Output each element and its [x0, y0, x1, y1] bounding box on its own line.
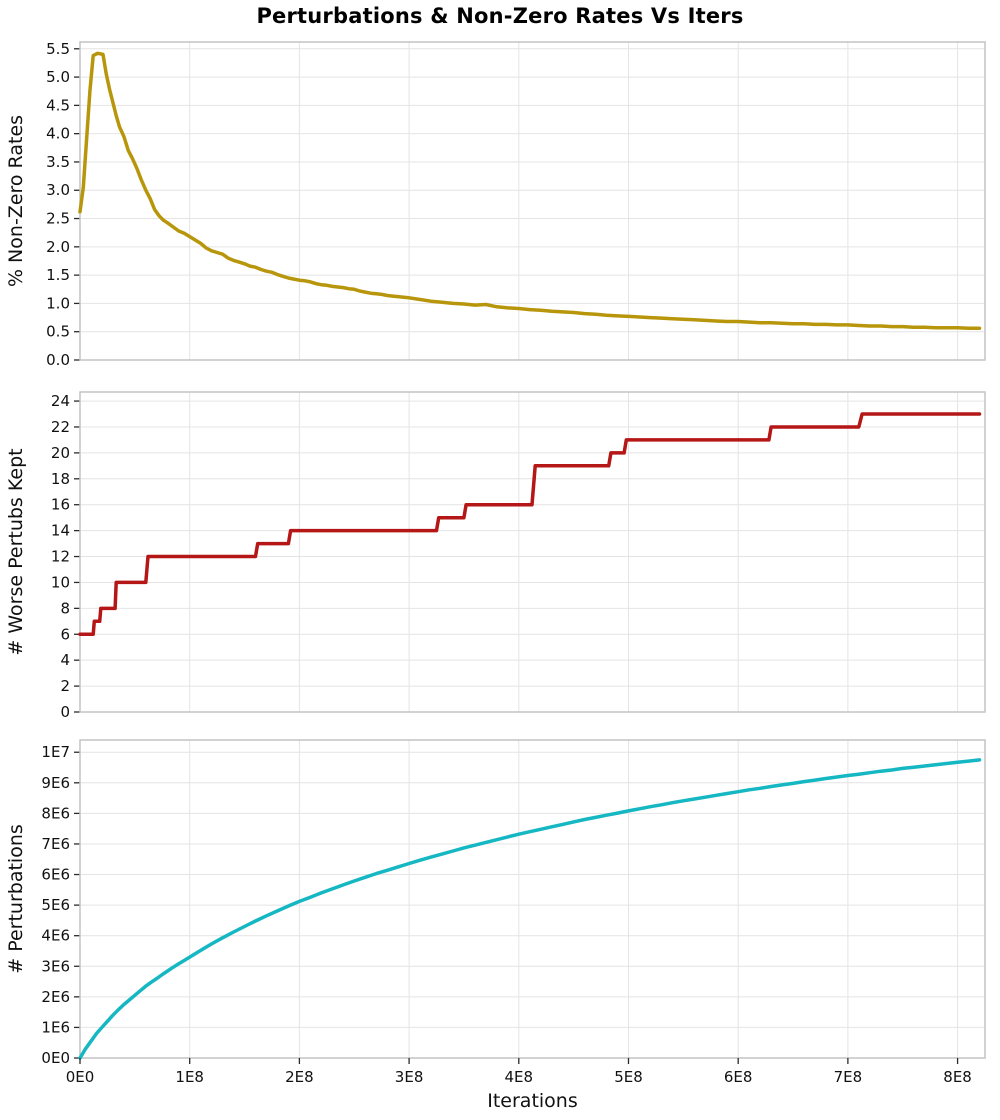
figure-title: Perturbations & Non-Zero Rates Vs Iters [256, 4, 744, 28]
y-axis-label: % Non-Zero Rates [5, 115, 27, 287]
y-tick-label: 4E6 [41, 927, 70, 945]
y-tick-label: 5.5 [46, 40, 70, 58]
subplot-non-zero-rates: 0.0 0.5 1.0 1.5 2.0 2.5 3.0 3.5 4.0 4.5 5.0 5.5 % No… [5, 40, 986, 369]
x-tick-label: 0E0 [66, 1068, 95, 1086]
y-tick-label: 0E0 [41, 1049, 70, 1067]
y-tick-label: 2E6 [41, 988, 70, 1006]
y-tick-label: 0 [60, 703, 70, 721]
y-tick-label: 16 [51, 496, 70, 514]
y-tick-label: 3.5 [46, 153, 70, 171]
y-tick-label: 2.0 [46, 238, 70, 256]
y-tick-label: 14 [51, 522, 70, 540]
y-tick-label: 2 [60, 677, 70, 695]
subplot-perturbations: 0E0 1E6 2E6 3E6 4E6 5E6 6E6 7E6 8E6 9E6 1E7 # Pertu… [5, 739, 986, 1067]
plot-border [79, 391, 986, 713]
x-tick-label: 5E8 [614, 1068, 643, 1086]
y-tick-label: 4.5 [46, 96, 70, 114]
y-axis-label: # Perturbations [5, 824, 27, 974]
y-tick-label: 0.0 [46, 351, 70, 369]
y-tick-label: 6E6 [41, 866, 70, 884]
x-tick-label: 4E8 [504, 1068, 533, 1086]
y-tick-label: 5.0 [46, 68, 70, 86]
y-tick-label: 18 [51, 470, 70, 488]
y-tick-label: 3E6 [41, 957, 70, 975]
y-tick-label: 8E6 [41, 804, 70, 822]
y-tick-label: 1E7 [41, 743, 70, 761]
x-tick-label: 7E8 [834, 1068, 863, 1086]
y-axis-label: # Worse Pertubs Kept [5, 448, 27, 655]
y-tick-label: 3.0 [46, 181, 70, 199]
y-tick-label: 0.5 [46, 323, 70, 341]
series-line-worse-perturbs-kept [78, 412, 982, 637]
x-tick-label: 2E8 [285, 1068, 314, 1086]
y-tick-label: 4.0 [46, 125, 70, 143]
y-tick-label: 12 [51, 548, 70, 566]
y-tick-label: 5E6 [41, 896, 70, 914]
x-tick-label: 8E8 [943, 1068, 972, 1086]
y-tick-label: 22 [51, 418, 70, 436]
y-tick-label: 1.0 [46, 294, 70, 312]
x-tick-label: 3E8 [395, 1068, 424, 1086]
x-tick-label: 6E8 [724, 1068, 753, 1086]
x-tick-label: 1E8 [175, 1068, 204, 1086]
series-line-perturbations [78, 758, 982, 1060]
plot-border [79, 739, 986, 1059]
y-tick-label: 1.5 [46, 266, 70, 284]
y-tick-label: 9E6 [41, 774, 70, 792]
plot-border [79, 41, 986, 361]
y-tick-label: 4 [60, 651, 70, 669]
y-tick-label: 24 [51, 392, 70, 410]
y-tick-label: 2.5 [46, 210, 70, 228]
y-tick-label: 10 [51, 573, 70, 591]
y-tick-label: 8 [60, 599, 70, 617]
y-tick-label: 7E6 [41, 835, 70, 853]
y-tick-label: 1E6 [41, 1018, 70, 1036]
x-axis-label: Iterations [487, 1090, 578, 1112]
series-line-non-zero-rates [78, 51, 982, 331]
y-tick-label: 20 [51, 444, 70, 462]
y-tick-label: 6 [60, 625, 70, 643]
